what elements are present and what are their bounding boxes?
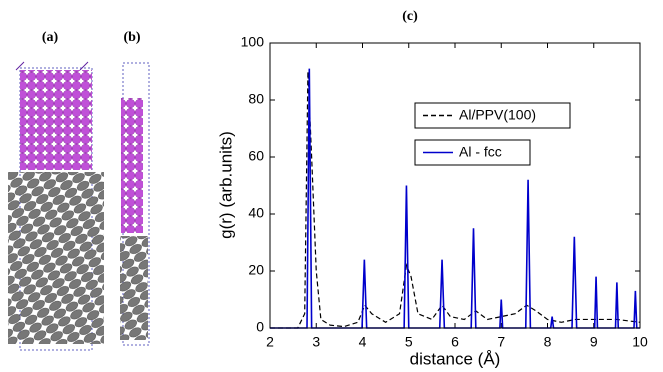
legend-label: Al - fcc (459, 144, 502, 160)
al-atoms (20, 70, 92, 170)
x-tick-label: 10 (632, 334, 648, 350)
y-tick-label: 0 (256, 319, 264, 335)
legend-label: Al/PPV(100) (459, 107, 536, 123)
y-tick-label: 60 (248, 148, 264, 164)
x-tick-label: 5 (405, 334, 413, 350)
x-tick-label: 7 (497, 334, 505, 350)
x-tick-label: 4 (359, 334, 367, 350)
panel-label: (b) (123, 30, 140, 45)
x-axis-label: distance (Å) (410, 349, 501, 368)
y-tick-label: 40 (248, 205, 264, 221)
panel-b: (b) (120, 30, 149, 345)
y-tick-label: 100 (241, 34, 265, 50)
x-tick-label: 2 (266, 334, 274, 350)
ppv-chains (8, 172, 104, 344)
y-tick-label: 80 (248, 91, 264, 107)
x-tick-label: 6 (451, 334, 459, 350)
x-tick-label: 8 (544, 334, 552, 350)
al-atoms (121, 98, 143, 233)
panel-a: (a) (8, 30, 104, 350)
chart-title: (c) (402, 9, 418, 24)
page: {"panels": {"a": "(a)", "b": "(b)"}, "ch… (0, 0, 663, 372)
chart: (c) distance (Å) g(r) (arb.units) 2 3 4 5 6 7… (216, 9, 648, 368)
figure: (a) (b) (c) distance (Å) g(r) (arb.units… (0, 0, 663, 372)
marker (16, 62, 24, 70)
marker (80, 62, 88, 70)
plot-frame (270, 43, 640, 328)
ppv-chains (120, 236, 148, 340)
y-axis-label: g(r) (arb.units) (216, 131, 235, 239)
panel-label: (a) (42, 30, 59, 45)
y-tick-label: 20 (248, 262, 264, 278)
x-tick-label: 3 (312, 334, 320, 350)
x-tick-label: 9 (590, 334, 598, 350)
